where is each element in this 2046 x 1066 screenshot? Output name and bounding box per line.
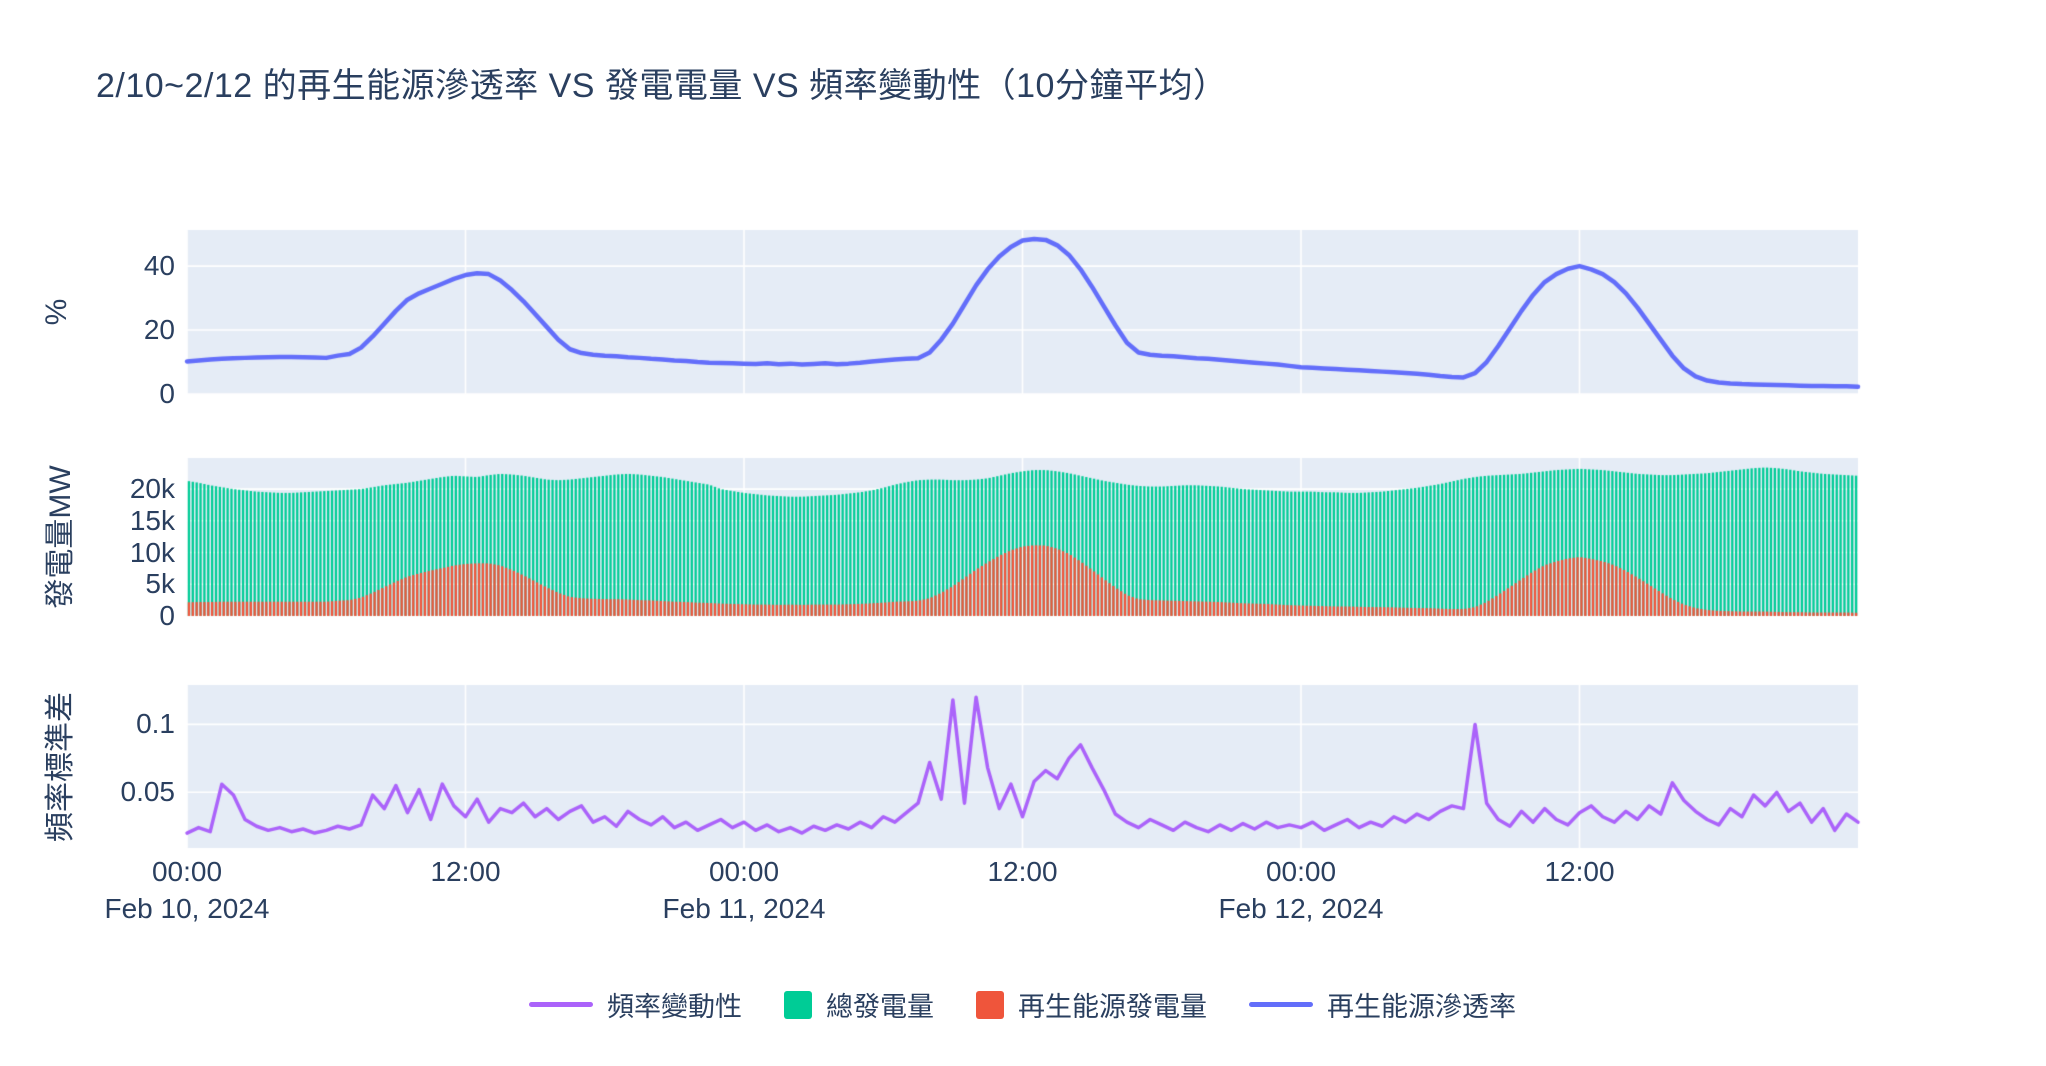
y-tick-label: 15k	[129, 504, 175, 536]
y-tick-label: 0.1	[136, 708, 175, 740]
legend-square-swatch	[784, 990, 812, 1019]
x-tick-label: 12:00	[1544, 856, 1615, 887]
x-date-label: Feb 10, 2024	[104, 893, 270, 924]
legend-square-swatch	[976, 990, 1004, 1019]
y-tick-label: 0	[159, 378, 175, 409]
y-tick-label: 0	[159, 600, 175, 631]
legend-label: 頻率變動性	[607, 992, 742, 1022]
legend-item[interactable]: 頻率變動性	[529, 985, 742, 1024]
y-tick-label: 20k	[129, 473, 175, 505]
legend-line-swatch	[1249, 1002, 1313, 1007]
x-tick-label: 00:00	[708, 856, 780, 887]
legend-label: 總發電量	[826, 992, 934, 1022]
y-tick-label: 40	[143, 250, 175, 282]
x-tick-label: 12:00	[987, 856, 1058, 887]
chart-title: 2/10~2/12 的再生能源滲透率 VS 發電電量 VS 頻率變動性（10分鐘…	[96, 67, 1228, 105]
legend-line-swatch	[529, 1002, 593, 1007]
y-axis-title: 發電量MW	[44, 465, 77, 609]
legend-item[interactable]: 再生能源滲透率	[1249, 985, 1516, 1024]
x-tick-label: 00:00	[1265, 856, 1337, 887]
x-tick-label: 12:00	[430, 856, 501, 887]
legend-label: 再生能源滲透率	[1327, 992, 1516, 1022]
x-date-label: Feb 11, 2024	[662, 893, 826, 924]
legend-label: 再生能源發電量	[1018, 992, 1207, 1022]
y-tick-label: 0.05	[120, 776, 176, 808]
y-tick-label: 10k	[129, 536, 175, 568]
x-tick-label: 00:00	[151, 856, 223, 887]
x-date-label: Feb 12, 2024	[1218, 893, 1384, 924]
y-tick-label: 5k	[145, 568, 175, 600]
legend-item[interactable]: 總發電量	[784, 985, 934, 1024]
legend: 頻率變動性 總發電量 再生能源發電量 再生能源滲透率	[187, 985, 1858, 1024]
y-tick-label: 20	[143, 314, 175, 346]
legend-item[interactable]: 再生能源發電量	[976, 985, 1207, 1024]
y-axis-title: 頻率標準差	[44, 691, 77, 842]
y-axis-title: %	[40, 298, 73, 326]
